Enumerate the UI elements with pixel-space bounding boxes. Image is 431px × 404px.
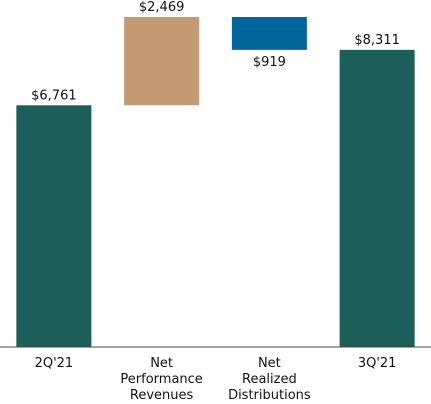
bar xyxy=(231,17,307,50)
value-label: $8,311 xyxy=(354,33,400,48)
value-label: $2,469 xyxy=(139,0,185,15)
value-label: $6,761 xyxy=(31,88,77,103)
x-tick-label: 2Q'21 xyxy=(35,356,74,371)
value-label: $919 xyxy=(253,55,286,70)
bar xyxy=(124,17,200,106)
bar xyxy=(16,105,92,347)
bar xyxy=(339,49,415,347)
x-tick-label: Net Performance Revenues xyxy=(120,356,202,403)
x-tick-label: Net Realized Distributions xyxy=(228,356,311,403)
x-tick-label: 3Q'21 xyxy=(358,356,397,371)
